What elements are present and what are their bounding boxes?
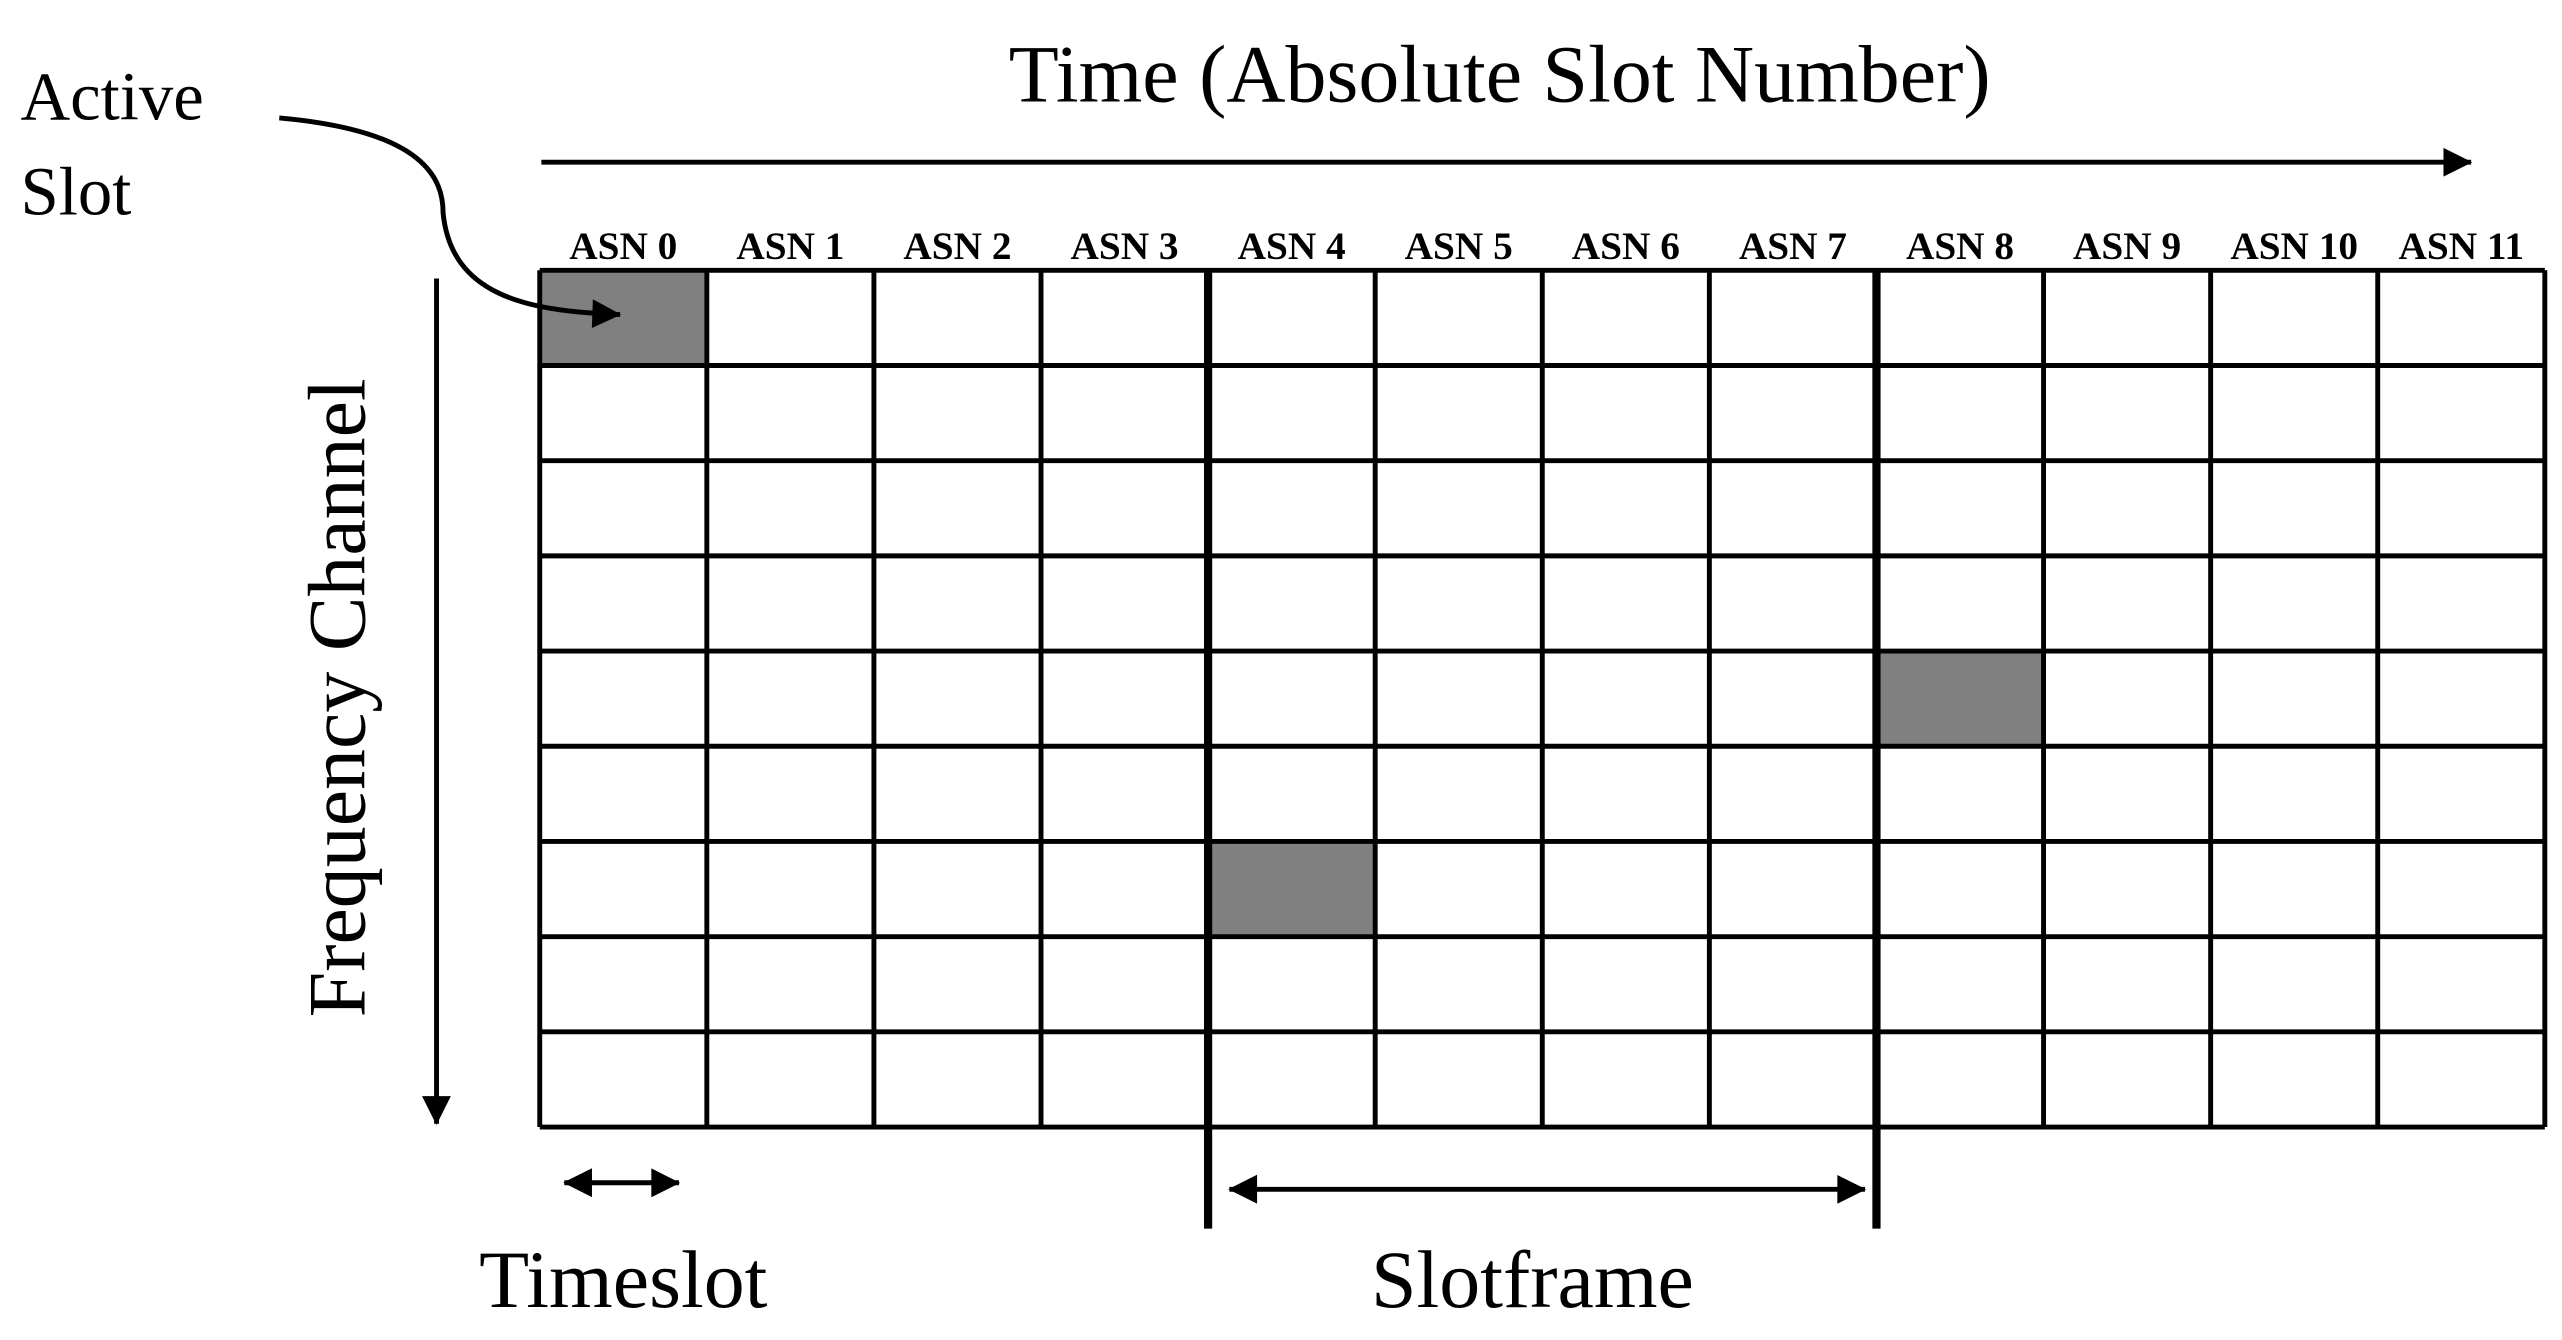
asn-label: ASN 6 (1572, 224, 1680, 268)
asn-label: ASN 4 (1238, 224, 1346, 268)
slot-grid (537, 267, 2548, 1229)
annotation-line2: Slot (20, 154, 131, 230)
asn-label: ASN 0 (569, 224, 677, 268)
asn-label: ASN 9 (2073, 224, 2181, 268)
y-axis-label: Frequency Channel (291, 378, 382, 1017)
asn-label: ASN 2 (903, 224, 1011, 268)
active-cell (539, 270, 707, 366)
annotation-line1: Active (20, 59, 203, 135)
asn-label: ASN 10 (2230, 224, 2358, 268)
asn-label: ASN 7 (1739, 224, 1847, 268)
title: Time (Absolute Slot Number) (1009, 29, 1991, 120)
active-slot-pointer (279, 115, 622, 329)
asn-label: ASN 8 (1906, 224, 2014, 268)
active-cell (1876, 651, 2044, 747)
asn-label: ASN 1 (736, 224, 844, 268)
asn-label: ASN 3 (1071, 224, 1179, 268)
active-cell (1208, 841, 1376, 937)
timeslot-label: Timeslot (479, 1234, 768, 1325)
asn-label: ASN 11 (2398, 224, 2524, 268)
asn-label: ASN 5 (1405, 224, 1513, 268)
slotframe-label: Slotframe (1371, 1234, 1694, 1325)
